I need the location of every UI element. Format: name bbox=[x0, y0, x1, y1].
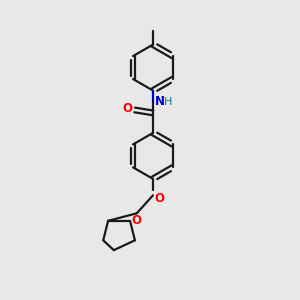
Text: H: H bbox=[164, 97, 172, 107]
Text: N: N bbox=[155, 95, 165, 108]
Text: O: O bbox=[122, 102, 132, 115]
Text: O: O bbox=[154, 191, 164, 205]
Text: O: O bbox=[132, 214, 142, 227]
